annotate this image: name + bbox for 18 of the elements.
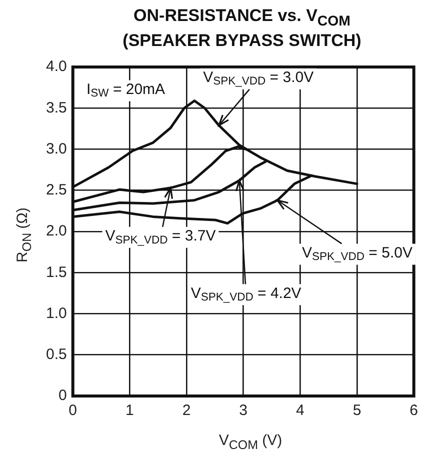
x-axis-title: V$_{COM}$ (V) [218, 432, 284, 452]
y-tick-label: 3.5 [46, 99, 67, 116]
x-tick-label: 6 [410, 402, 418, 420]
x-tick-label: 2 [182, 402, 191, 420]
y-tick-label: 3.0 [46, 140, 67, 158]
y-tick-label: 1.0 [46, 304, 67, 322]
chart-subtitle: (SPEAKER BYPASS SWITCH) [122, 31, 362, 52]
chart-title: ON-RESISTANCE vs. V$_{COM}$ [132, 6, 352, 32]
y-tick-label: 0 [58, 387, 67, 404]
x-tick-label: 5 [352, 402, 362, 420]
y-tick-label: 0.5 [46, 346, 67, 364]
x-tick-label: 4 [296, 402, 304, 420]
x-tick-label: 3 [239, 402, 248, 420]
y-tick-label: 4.0 [46, 58, 67, 76]
y-tick-label: 1.5 [46, 264, 67, 281]
y-tick-label: 2.0 [46, 222, 67, 240]
x-tick-label: 1 [126, 402, 134, 420]
y-tick-label: 2.5 [46, 182, 67, 199]
